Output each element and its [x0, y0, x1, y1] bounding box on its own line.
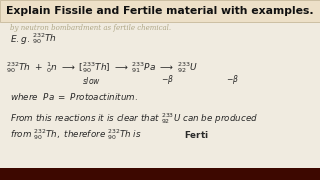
Bar	[0, 168, 320, 180]
Text: $-\beta$: $-\beta$	[162, 73, 174, 87]
Text: $^{232}_{90}Th$: $^{232}_{90}Th$	[32, 31, 57, 46]
Bar	[0, 0, 320, 22]
Text: $From\ this\ reactions\ it\ is\ clear\ that\ ^{233}_{92}U\ can\ be\ produced$: $From\ this\ reactions\ it\ is\ clear\ t…	[10, 112, 258, 126]
Text: $slow$: $slow$	[83, 75, 101, 86]
Text: $E.g.$: $E.g.$	[10, 33, 30, 46]
Text: $^{232}_{90}Th\ +\ ^{1}_{0}n\ \longrightarrow\ [^{233}_{90}Th]\ \longrightarrow\: $^{232}_{90}Th\ +\ ^{1}_{0}n\ \longright…	[6, 60, 198, 75]
Text: $from\ ^{232}_{90}Th,\ therefore\ ^{232}_{90}Th\ is\ $: $from\ ^{232}_{90}Th,\ therefore\ ^{232}…	[10, 128, 142, 142]
Text: Explain Fissile and Fertile material with examples.: Explain Fissile and Fertile material wit…	[6, 6, 314, 16]
Text: by neutron bombardment as fertile chemical.: by neutron bombardment as fertile chemic…	[10, 24, 171, 32]
Text: $-\beta$: $-\beta$	[227, 73, 239, 87]
Text: $where\ \ Pa\ =\ Protoactinitum.$: $where\ \ Pa\ =\ Protoactinitum.$	[10, 91, 138, 102]
Text: $\mathbf{Ferti}$: $\mathbf{Ferti}$	[184, 129, 209, 141]
